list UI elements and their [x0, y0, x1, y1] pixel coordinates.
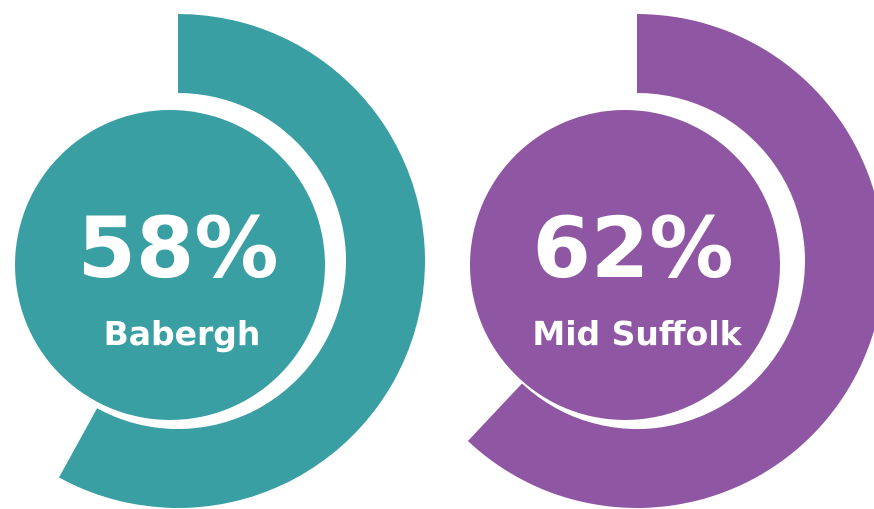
percentage-label: 58% [77, 199, 278, 297]
area-name: Babergh [104, 314, 261, 353]
gauge: 58% Babergh [15, 14, 426, 509]
progress-arc [467, 14, 874, 508]
center-disc [15, 110, 325, 420]
percentage-label: 62% [532, 199, 733, 297]
gauge: 62% Mid Suffolk [467, 14, 874, 508]
progress-arc [59, 14, 426, 509]
center-disc [470, 110, 780, 420]
area-name: Mid Suffolk [532, 314, 742, 353]
